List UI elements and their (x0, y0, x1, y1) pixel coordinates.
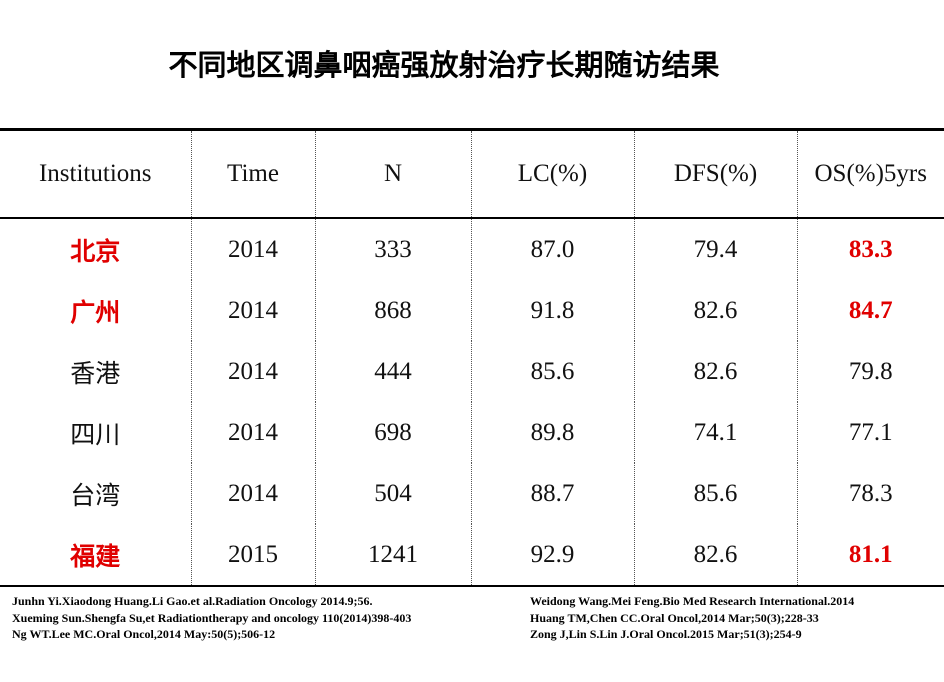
reference: Ng WT.Lee MC.Oral Oncol,2014 May:50(5);5… (12, 627, 276, 641)
value-cell: 82.6 (633, 524, 797, 587)
value-cell: 87.0 (470, 218, 634, 280)
table-row: 台湾 2014 504 88.7 85.6 78.3 (0, 463, 944, 524)
value-cell: 89.8 (470, 402, 634, 463)
institution-cell: 四川 (70, 419, 121, 449)
table-row: 广州 2014 868 91.8 82.6 84.7 (0, 280, 944, 341)
table-row: 香港 2014 444 85.6 82.6 79.8 (0, 341, 944, 402)
references-left: Junhn Yi.Xiaodong Huang.Li Gao.et al.Rad… (12, 593, 411, 643)
value-cell: 78.3 (796, 463, 944, 524)
value-cell: 92.9 (470, 524, 634, 587)
value-cell: 2014 (190, 341, 315, 402)
institution-cell: 福建 (0, 524, 191, 587)
table-row: 福建 2015 1241 92.9 82.6 81.1 (0, 524, 944, 587)
column-header: OS(%)5yrs (796, 128, 944, 219)
value-cell: 2014 (190, 463, 315, 524)
value-cell: 79.4 (633, 218, 797, 280)
institution-cell: 香港 (70, 358, 121, 388)
value-cell: 82.6 (633, 280, 797, 341)
value-cell: 444 (314, 341, 471, 402)
table-row: 北京 2014 333 87.0 79.4 83.3 (0, 218, 944, 280)
value-cell: 85.6 (633, 463, 797, 524)
institution-cell: 广州 (70, 297, 121, 327)
value-cell: 91.8 (470, 280, 634, 341)
value-cell: 82.6 (633, 341, 797, 402)
header-row: Institutions Time N LC(%) DFS(%) OS(%)5y… (0, 128, 944, 219)
value-cell: 79.8 (796, 341, 944, 402)
reference: Xueming Sun.Shengfa Su,et Radiationthera… (12, 610, 412, 625)
column-header: Time (190, 128, 315, 219)
reference: Weidong Wang.Mei Feng.Bio Med Research I… (530, 594, 855, 608)
column-header: Institutions (0, 128, 191, 219)
value-cell: 1241 (314, 524, 471, 587)
title: 不同地区调鼻咽癌强放射治疗长期随访结果 (168, 48, 720, 82)
value-cell: 2014 (190, 280, 315, 341)
institution-cell: 台湾 (70, 480, 121, 510)
value-cell: 84.7 (796, 280, 944, 341)
value-cell: 74.1 (633, 402, 797, 463)
value-cell: 81.1 (796, 524, 944, 587)
value-cell: 504 (314, 463, 471, 524)
value-cell: 868 (314, 280, 471, 341)
institution-cell: 北京 (70, 236, 121, 266)
column-header: N (314, 128, 471, 219)
references-right: Weidong Wang.Mei Feng.Bio Med Research I… (530, 593, 854, 643)
column-header: DFS(%) (633, 128, 797, 219)
column-header: LC(%) (470, 128, 634, 219)
value-cell: 2015 (190, 524, 315, 587)
reference: Zong J,Lin S.Lin J.Oral Oncol.2015 Mar;5… (530, 627, 802, 641)
results-table: Institutions Time N LC(%) DFS(%) OS(%)5y… (0, 128, 944, 587)
value-cell: 88.7 (470, 463, 634, 524)
value-cell: 698 (314, 402, 471, 463)
value-cell: 2014 (190, 402, 315, 463)
value-cell: 2014 (190, 218, 315, 280)
value-cell: 77.1 (796, 402, 944, 463)
value-cell: 85.6 (470, 341, 634, 402)
value-cell: 83.3 (796, 218, 944, 280)
table-row: 四川 2014 698 89.8 74.1 77.1 (0, 402, 944, 463)
reference: Huang TM,Chen CC.Oral Oncol,2014 Mar;50(… (530, 610, 819, 625)
value-cell: 333 (314, 218, 471, 280)
reference: Junhn Yi.Xiaodong Huang.Li Gao.et al.Rad… (12, 594, 373, 608)
